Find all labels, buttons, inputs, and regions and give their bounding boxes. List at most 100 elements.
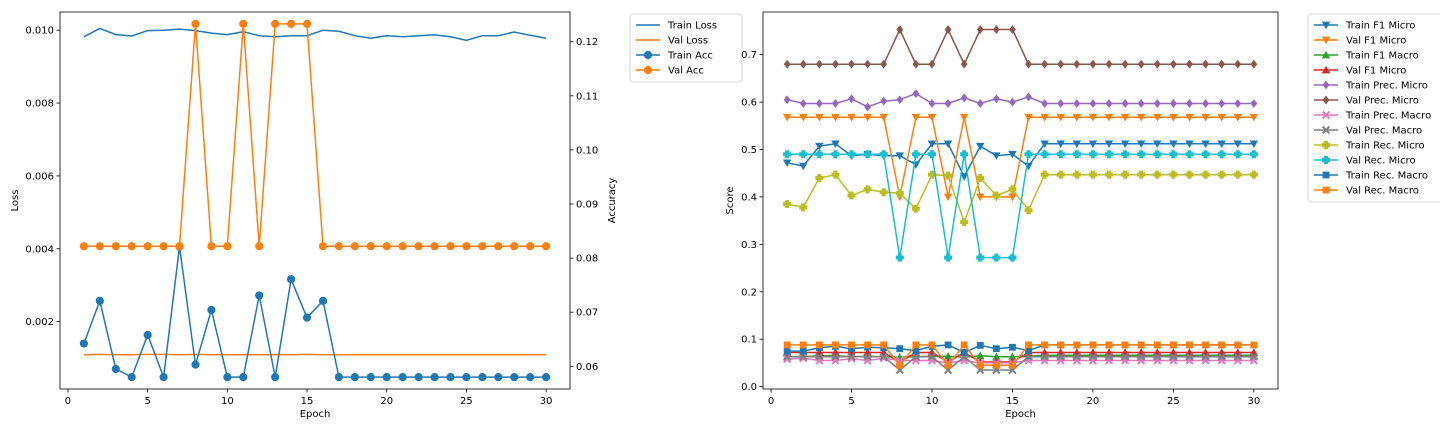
- y2-tick-label: 0.11: [576, 91, 598, 102]
- data-point: [943, 352, 953, 360]
- data-point: [879, 352, 888, 361]
- data-point: [1009, 361, 1016, 369]
- data-point: [1105, 150, 1114, 159]
- data-point: [1249, 352, 1258, 361]
- data-point: [782, 113, 792, 122]
- data-point: [1185, 170, 1194, 179]
- data-point: [1088, 150, 1097, 159]
- data-point: [1202, 59, 1209, 69]
- x-tick-label: 25: [1167, 396, 1180, 407]
- data-point: [928, 59, 936, 69]
- data-point: [446, 242, 455, 251]
- data-point: [1008, 185, 1017, 194]
- y2-tick-label: 0.10: [576, 145, 598, 156]
- data-point: [223, 242, 232, 251]
- x-tick-label: 25: [460, 396, 473, 407]
- y-tick-label: 0.3: [741, 240, 757, 251]
- series-val-f1-micro: [782, 113, 1259, 202]
- data-point: [815, 352, 824, 361]
- data-point: [992, 253, 1001, 262]
- data-point: [143, 330, 152, 340]
- data-point: [1169, 59, 1177, 69]
- data-point: [1153, 99, 1161, 108]
- data-point: [1121, 352, 1130, 361]
- legend-item: Val Rec. Micro: [1314, 156, 1416, 167]
- data-point: [1104, 352, 1114, 361]
- data-point: [1153, 140, 1162, 149]
- data-point: [1137, 113, 1146, 122]
- data-point: [1057, 341, 1065, 349]
- data-point: [526, 242, 535, 251]
- data-point: [1233, 113, 1242, 122]
- data-point: [302, 19, 312, 28]
- data-point: [271, 19, 280, 28]
- data-point: [1025, 59, 1032, 69]
- data-point: [911, 150, 920, 159]
- x-tick-label: 30: [1247, 396, 1260, 407]
- series-val-acc: [79, 19, 551, 251]
- data-point: [1041, 99, 1049, 108]
- data-point: [286, 19, 296, 28]
- data-point: [430, 373, 439, 382]
- data-point: [175, 242, 184, 251]
- data-point: [782, 159, 792, 167]
- series-line: [787, 357, 1254, 364]
- data-point: [895, 152, 904, 160]
- data-point: [366, 242, 375, 251]
- data-point: [1137, 352, 1146, 361]
- legend-label: Val Rec. Macro: [1346, 186, 1419, 197]
- data-point: [1185, 140, 1194, 149]
- data-point: [1120, 113, 1130, 122]
- legend-item: Val Prec. Micro: [1314, 96, 1419, 107]
- data-point: [1202, 99, 1209, 108]
- legend-label: Val Prec. Macro: [1346, 126, 1422, 137]
- data-point: [1217, 150, 1226, 159]
- data-point: [95, 296, 104, 305]
- data-point: [510, 373, 519, 382]
- data-point: [207, 242, 216, 251]
- data-point: [1201, 170, 1210, 179]
- data-point: [1008, 150, 1017, 159]
- data-point: [1169, 99, 1177, 108]
- data-point: [879, 150, 888, 159]
- data-point: [992, 361, 1000, 369]
- data-point: [815, 142, 824, 151]
- legend-item: Train Loss: [636, 21, 717, 32]
- x-tick-label: 15: [301, 396, 314, 407]
- data-point: [1104, 113, 1114, 122]
- x-axis-label: Epoch: [300, 409, 331, 420]
- data-point: [541, 242, 551, 251]
- data-point: [350, 373, 359, 382]
- data-point: [462, 373, 471, 382]
- data-point: [831, 170, 840, 179]
- data-point: [1202, 341, 1209, 349]
- legend-label: Val F1 Micro: [1346, 36, 1406, 47]
- data-point: [848, 341, 855, 349]
- data-point: [783, 341, 791, 349]
- data-point: [815, 341, 823, 349]
- data-point: [976, 253, 985, 262]
- x-tick-label: 20: [1087, 396, 1100, 407]
- data-point: [847, 352, 856, 361]
- data-point: [944, 253, 953, 262]
- data-point: [927, 113, 937, 122]
- data-point: [334, 373, 344, 382]
- legend-marker: [1321, 36, 1331, 45]
- data-point: [1072, 170, 1081, 179]
- data-point: [831, 113, 840, 122]
- legend-label: Val Rec. Micro: [1346, 156, 1416, 167]
- data-point: [414, 373, 423, 382]
- data-point: [111, 242, 120, 251]
- data-point: [799, 347, 807, 355]
- data-point: [1072, 352, 1081, 361]
- series-train-loss: [83, 27, 547, 42]
- data-point: [1056, 140, 1065, 149]
- data-point: [1025, 347, 1032, 354]
- data-point: [960, 349, 968, 356]
- data-point: [944, 171, 953, 180]
- data-point: [895, 189, 904, 198]
- data-point: [494, 373, 503, 382]
- data-point: [911, 113, 921, 122]
- data-point: [944, 99, 952, 108]
- legend-marker: [1321, 65, 1331, 74]
